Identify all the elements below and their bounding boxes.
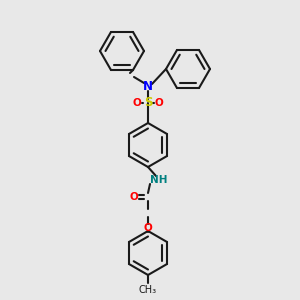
Text: O: O [133,98,141,108]
Text: O: O [130,192,138,202]
Text: O: O [154,98,164,108]
Text: NH: NH [150,175,167,185]
Text: S: S [144,97,152,110]
Text: O: O [144,223,152,233]
Text: CH₃: CH₃ [139,285,157,295]
Text: N: N [143,80,153,94]
